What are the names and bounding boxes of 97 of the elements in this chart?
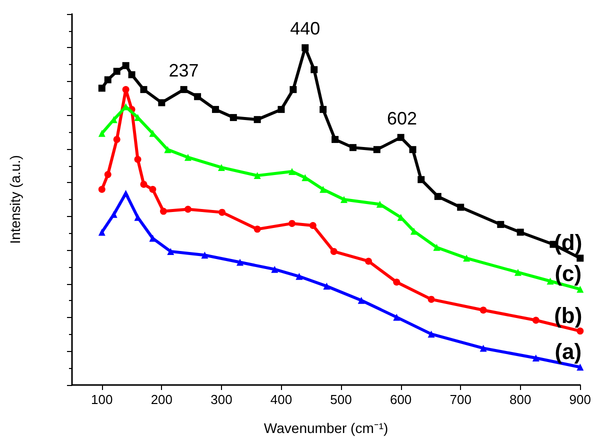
point xyxy=(201,252,208,259)
point xyxy=(349,144,356,152)
point xyxy=(576,364,584,371)
annotation: 440 xyxy=(290,18,320,39)
series-label: (a) xyxy=(554,339,582,364)
point xyxy=(134,156,142,163)
point xyxy=(480,306,487,314)
x-tick-label: 300 xyxy=(210,392,232,407)
point xyxy=(434,192,442,200)
point xyxy=(122,62,130,70)
point xyxy=(271,266,278,273)
point xyxy=(218,208,226,216)
x-tick-label: 800 xyxy=(510,392,532,407)
point xyxy=(480,344,487,352)
point xyxy=(418,176,425,184)
y-axis-title: Intensity (a.u.) xyxy=(7,155,23,244)
point xyxy=(457,204,464,211)
point xyxy=(309,222,316,229)
point xyxy=(302,174,309,182)
point xyxy=(184,206,192,213)
point xyxy=(194,93,202,100)
point xyxy=(397,134,404,141)
x-tick-label: 600 xyxy=(390,392,412,407)
point xyxy=(428,330,435,338)
point xyxy=(110,210,118,218)
point xyxy=(104,76,112,84)
point xyxy=(332,136,339,143)
point xyxy=(290,86,297,94)
point xyxy=(218,164,225,171)
point xyxy=(376,200,384,208)
point xyxy=(164,146,172,154)
point xyxy=(532,316,540,324)
point xyxy=(140,180,148,188)
point xyxy=(113,68,120,75)
x-tick-label: 100 xyxy=(91,392,113,407)
point xyxy=(288,220,296,227)
point xyxy=(122,190,130,197)
point xyxy=(98,186,106,193)
series-label: (c) xyxy=(554,261,582,286)
point xyxy=(576,286,584,293)
point xyxy=(98,228,106,236)
point xyxy=(393,278,400,286)
point xyxy=(516,228,524,236)
point xyxy=(497,220,504,228)
point xyxy=(428,296,435,303)
series-label: (b) xyxy=(554,303,582,328)
point xyxy=(288,168,296,176)
point xyxy=(180,86,188,94)
x-tick-label: 200 xyxy=(150,392,173,407)
x-axis-title: Wavenumber (cm⁻¹) xyxy=(264,420,388,436)
point xyxy=(302,44,309,52)
point xyxy=(320,186,327,193)
point xyxy=(113,136,120,143)
point xyxy=(340,196,348,203)
point xyxy=(323,282,330,290)
point xyxy=(122,86,130,94)
point xyxy=(98,130,106,137)
x-tick-label: 700 xyxy=(450,392,472,407)
point xyxy=(128,71,136,78)
point xyxy=(236,258,244,266)
x-tick-label: 900 xyxy=(569,392,592,407)
point xyxy=(514,268,522,276)
point xyxy=(167,248,174,255)
point xyxy=(358,296,365,304)
x-tick-label: 400 xyxy=(270,392,292,407)
point xyxy=(149,186,156,193)
point xyxy=(330,248,338,255)
point xyxy=(410,228,418,235)
point xyxy=(296,272,303,280)
point xyxy=(149,234,156,242)
point xyxy=(463,254,470,262)
point xyxy=(393,314,400,321)
point xyxy=(365,258,372,265)
point xyxy=(278,106,285,113)
point xyxy=(310,66,318,74)
x-tick-label: 500 xyxy=(330,392,352,407)
point xyxy=(140,86,148,94)
point xyxy=(160,208,167,215)
annotation: 237 xyxy=(168,60,199,81)
point xyxy=(532,354,540,362)
point xyxy=(158,99,166,106)
point xyxy=(546,278,554,285)
point xyxy=(320,106,327,113)
point xyxy=(373,146,380,154)
point xyxy=(409,146,416,154)
point xyxy=(576,328,584,335)
point xyxy=(254,116,261,124)
point xyxy=(104,171,112,178)
point xyxy=(98,84,106,92)
point xyxy=(576,254,584,262)
point xyxy=(230,114,237,122)
point xyxy=(254,226,261,233)
point xyxy=(433,244,440,251)
annotation: 602 xyxy=(386,108,418,128)
point xyxy=(254,172,261,180)
point xyxy=(212,106,219,113)
point xyxy=(184,154,192,161)
